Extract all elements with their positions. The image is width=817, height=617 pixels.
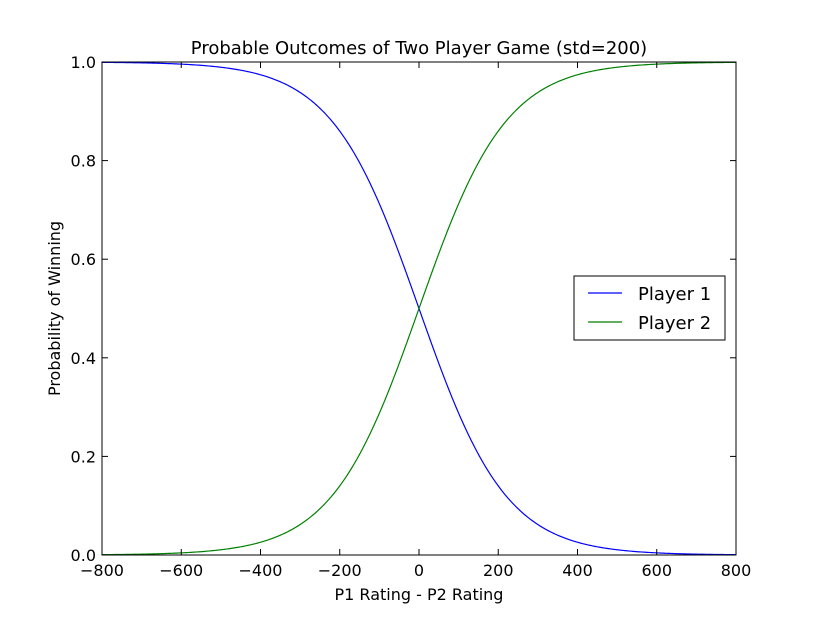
x-tick-label: −200 [318,561,362,580]
x-tick-label: −800 [80,561,124,580]
x-tick-label: −600 [159,561,203,580]
legend: Player 1 Player 2 [573,275,726,341]
y-tick-label: 0.6 [71,250,96,269]
x-axis-label: P1 Rating - P2 Rating [335,585,504,604]
x-tick-label: 0 [414,561,424,580]
x-tick-label: 400 [562,561,593,580]
legend-label-player-1: Player 1 [638,284,711,305]
y-tick-label: 0.2 [71,447,96,466]
x-axis-ticks: −800 −600 −400 −200 0 200 400 600 800 [80,62,751,580]
y-tick-label: 1.0 [71,53,96,72]
y-axis-ticks: 0.0 0.2 0.4 0.6 0.8 1.0 [71,53,736,565]
y-tick-label: 0.0 [71,546,96,565]
x-tick-label: 800 [721,561,752,580]
y-tick-label: 0.4 [71,349,96,368]
series-line-player-2 [101,61,737,556]
y-axis-label: Probability of Winning [45,221,64,396]
x-tick-label: 600 [641,561,672,580]
y-tick-label: 0.8 [71,152,96,171]
legend-box [573,275,726,341]
legend-label-player-2: Player 2 [638,313,711,334]
chart-title: Probable Outcomes of Two Player Game (st… [191,38,647,59]
x-tick-label: 200 [483,561,514,580]
series-layer [101,61,737,556]
x-tick-label: −400 [239,561,283,580]
